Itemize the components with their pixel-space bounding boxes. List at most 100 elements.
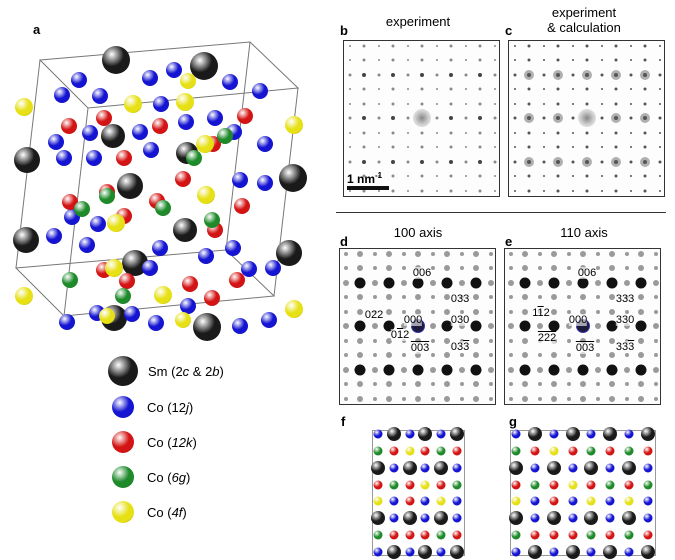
diffraction-spot <box>377 175 380 177</box>
diffraction-spot <box>386 265 392 271</box>
projection-atom-sm <box>509 460 523 475</box>
diffraction-spot <box>595 295 600 299</box>
diffraction-100-axis: 006 033 022 030 000 012 003 033 <box>339 248 496 405</box>
diffraction-spot <box>401 251 406 256</box>
diffraction-spot <box>551 395 557 402</box>
projection-atom-co12k <box>389 446 399 456</box>
projection-atom-co12k <box>373 480 383 490</box>
diffraction-spot <box>571 146 574 148</box>
diffraction-spot <box>556 174 560 178</box>
diffraction-spot <box>420 58 424 62</box>
diffraction-spot <box>406 146 409 148</box>
diffraction-spot <box>580 337 586 344</box>
diffraction-spot <box>513 189 516 192</box>
diffraction-spot <box>473 265 479 271</box>
diffraction-spot <box>478 189 482 192</box>
diffraction-spot <box>406 116 409 120</box>
projection-atom-co12j <box>530 513 540 523</box>
projection-atom-co12k <box>405 530 415 540</box>
projection-atom-sm <box>565 427 580 441</box>
atom-co12j <box>257 136 273 152</box>
projection-atom-sm <box>622 460 637 475</box>
projection-atom-co12j <box>373 429 383 439</box>
projection-atom-co12k <box>549 480 559 490</box>
projection-atom-sm <box>641 427 655 441</box>
diffraction-spot <box>377 73 380 76</box>
diffraction-spot <box>348 146 351 148</box>
projection-atom-co12k <box>568 446 578 456</box>
legend-atom-icon <box>112 431 134 453</box>
diffraction-spot <box>415 294 421 300</box>
diffraction-spot <box>658 73 661 76</box>
diffraction-spot <box>478 174 482 178</box>
diffraction-spot <box>527 145 531 149</box>
diffraction-spot <box>401 396 406 401</box>
diffraction-spot <box>629 102 632 105</box>
projection-atom-co4f <box>549 446 559 456</box>
miller-index-label: 003 <box>410 342 430 354</box>
diffraction-spot <box>488 295 493 299</box>
diffraction-spot <box>614 131 618 134</box>
diffraction-spot <box>571 175 574 177</box>
diffraction-spot <box>522 250 528 257</box>
atom-co6g <box>155 200 171 216</box>
diffraction-spot <box>429 366 436 373</box>
projection-atom-sm <box>509 511 523 526</box>
diffraction-spot <box>566 382 571 386</box>
diffraction-spot <box>429 323 436 329</box>
diffraction-spot <box>658 189 661 192</box>
projection-atom-co6g <box>511 530 521 540</box>
projection-atom-co4f <box>511 496 521 506</box>
atom-co4f <box>105 259 123 277</box>
projection-atom-co12j <box>389 463 399 473</box>
diffraction-spot <box>653 295 658 299</box>
legend-item: Co (6g) <box>108 462 190 492</box>
diffraction-spot <box>430 251 435 256</box>
diffraction-spot <box>435 116 438 120</box>
atom-co12j <box>257 175 273 191</box>
diffraction-spot <box>391 131 395 134</box>
diffraction-spot <box>513 73 516 76</box>
miller-index-label: 003 <box>575 342 595 354</box>
atom-co12j <box>241 261 257 277</box>
projection-atom-co12k <box>586 480 596 490</box>
diffraction-spot <box>585 174 589 178</box>
atom-sm <box>190 52 218 80</box>
diffraction-spot <box>386 308 392 315</box>
diffraction-spot <box>629 88 632 90</box>
projection-g <box>508 427 656 559</box>
diffraction-spot <box>459 396 464 401</box>
diffraction-spot <box>527 131 531 134</box>
diffraction-spot <box>585 159 589 164</box>
diffraction-spot <box>348 44 351 47</box>
diffraction-spot <box>629 146 632 148</box>
diffraction-spot <box>600 88 603 90</box>
diffraction-spot <box>415 337 421 344</box>
diffraction-spot <box>406 175 409 177</box>
diffraction-spot <box>585 131 589 134</box>
diffraction-spot <box>527 116 531 120</box>
projection-atom-sm <box>386 427 401 441</box>
diffraction-spot <box>629 59 632 61</box>
diffraction-spot <box>609 337 615 344</box>
scale-bar <box>347 186 389 190</box>
diffraction-spot <box>470 364 482 375</box>
diffraction-spot <box>449 131 453 134</box>
atom-co6g <box>186 150 202 166</box>
diffraction-spot <box>513 88 516 90</box>
projection-atom-co12j <box>586 429 596 439</box>
diffraction-spot <box>377 44 380 47</box>
diffraction-spot <box>377 116 380 120</box>
atom-sm <box>173 218 197 242</box>
projection-atom-co4f <box>436 496 446 506</box>
projection-atom-co12k <box>549 530 559 540</box>
diffraction-spot <box>444 265 450 271</box>
diffraction-spot <box>580 352 586 358</box>
diffraction-spot <box>487 366 494 373</box>
scale-bar-label: 1 nm-1 <box>347 171 383 186</box>
diffraction-spot <box>478 159 482 164</box>
diffraction-spot <box>653 251 658 256</box>
projection-atom-co12j <box>605 463 615 473</box>
diffraction-spot <box>658 175 661 177</box>
diffraction-spot <box>551 294 557 300</box>
